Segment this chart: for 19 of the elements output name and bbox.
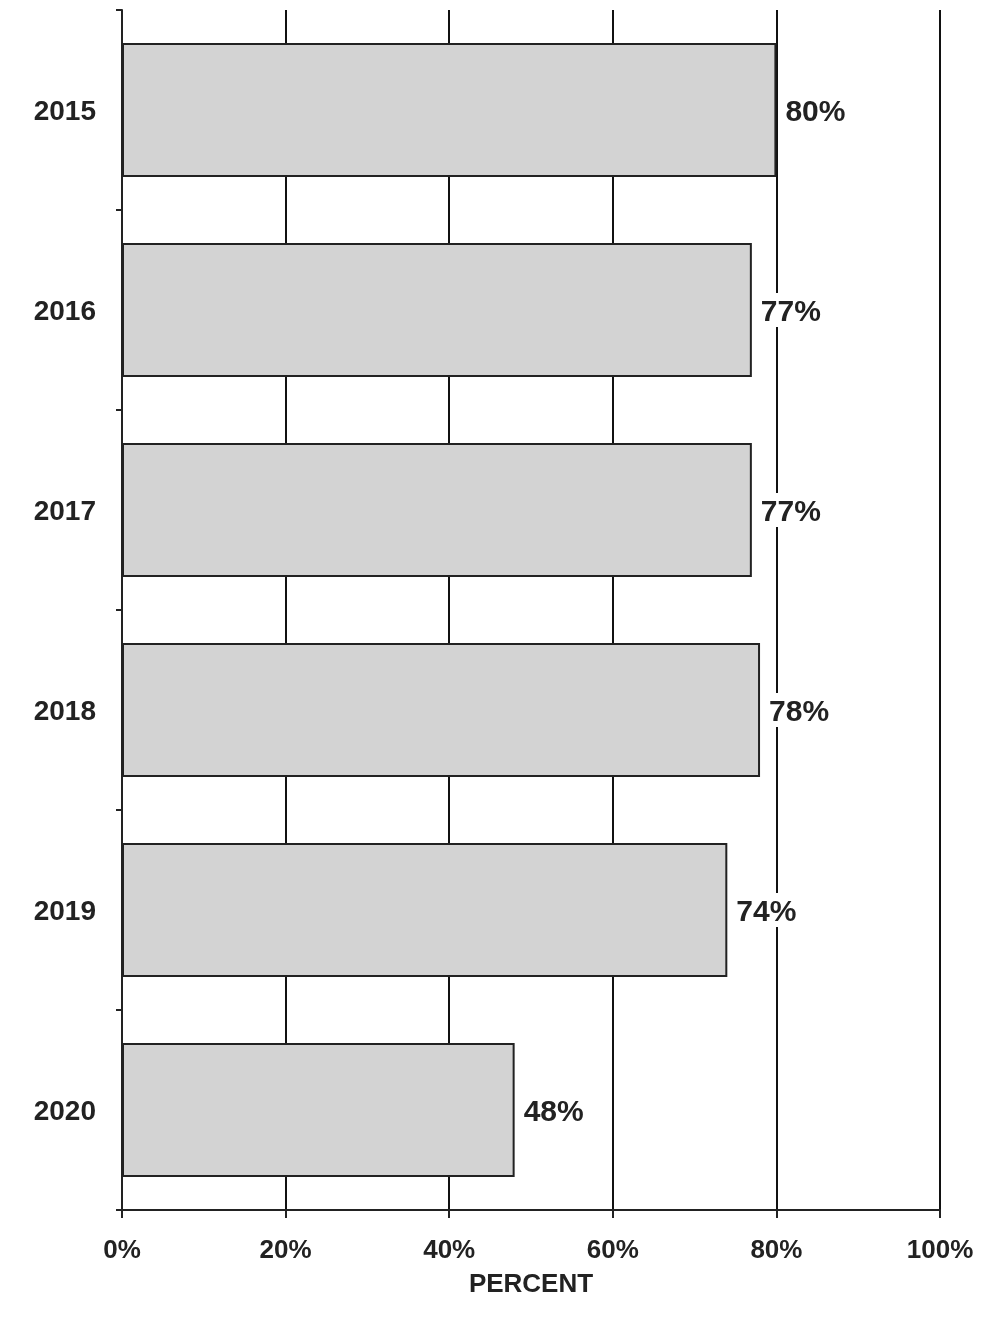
data-label: 78%	[769, 693, 830, 727]
x-tick-label: 20%	[259, 1234, 312, 1264]
y-tick-label: 2016	[33, 294, 96, 326]
y-tick-label: 2018	[33, 694, 96, 726]
x-tick-label: 100%	[906, 1234, 974, 1264]
x-tick-label: 60%	[586, 1234, 639, 1264]
y-tick-label: 2019	[33, 894, 96, 926]
x-tick-label: 0%	[103, 1234, 141, 1264]
data-label: 74%	[736, 893, 797, 927]
data-label: 48%	[523, 1093, 584, 1127]
data-label: 77%	[760, 493, 821, 527]
data-label: 77%	[760, 293, 821, 327]
y-tick-label: 2017	[33, 494, 96, 526]
x-tick-label: 80%	[750, 1234, 803, 1264]
x-axis-title: PERCENT	[468, 1268, 594, 1298]
y-tick-label: 2020	[33, 1094, 96, 1126]
x-tick-label: 40%	[423, 1234, 476, 1264]
y-tick-label: 2015	[33, 94, 96, 126]
data-label: 80%	[785, 93, 846, 127]
